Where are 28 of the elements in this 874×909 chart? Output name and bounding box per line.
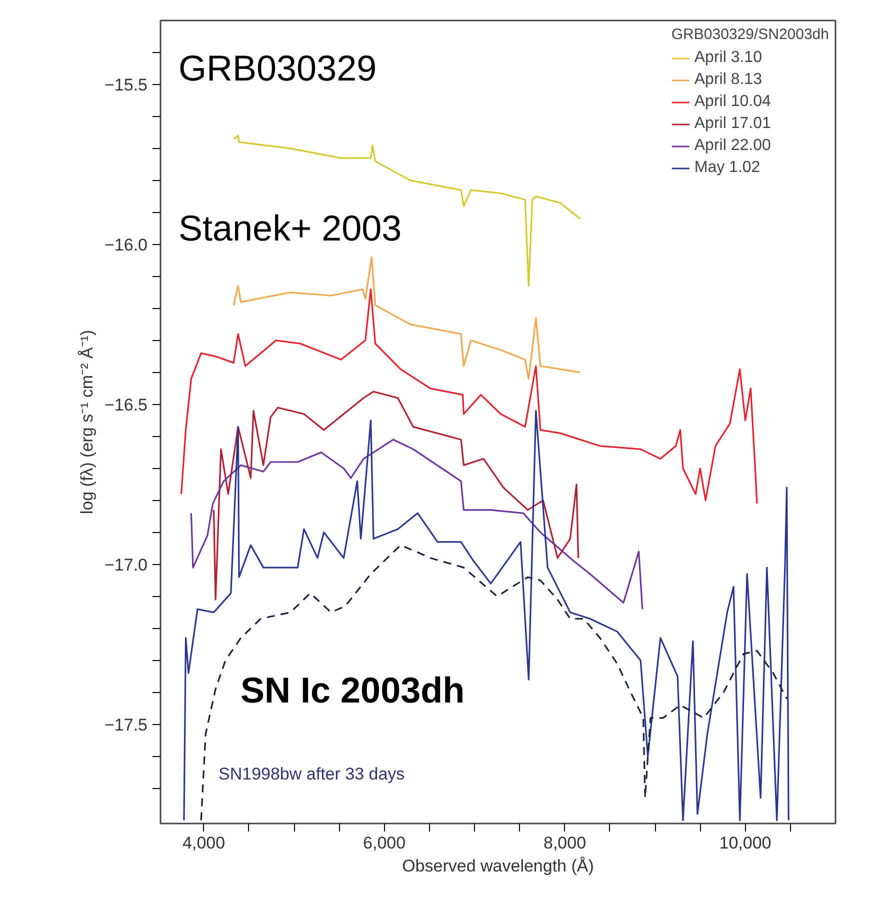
y-tick-label: −15.5 — [104, 75, 148, 94]
legend-label: April 10.04 — [694, 93, 771, 111]
annotation: SN Ic 2003dh — [240, 670, 465, 710]
legend-label: April 17.01 — [694, 115, 771, 133]
x-tick-label: 8,000 — [544, 834, 586, 852]
y-tick-label: −16.0 — [104, 235, 148, 254]
legend-title: GRB030329/SN2003dh — [671, 26, 829, 43]
y-tick-label: −16.5 — [104, 395, 148, 414]
legend-label: April 8.13 — [694, 71, 762, 89]
line-series — [212, 390, 580, 600]
line-series — [183, 410, 790, 822]
y-tick-label: −17.5 — [104, 715, 148, 734]
y-axis-title: log (fλ) (erg s⁻¹ cm⁻² Å⁻¹) — [77, 330, 96, 514]
legend-label: May 1.02 — [694, 159, 760, 177]
line-series — [190, 438, 644, 610]
legend-label: April 3.10 — [694, 49, 762, 67]
annotation: SN1998bw after 33 days — [218, 764, 405, 784]
x-tick-label: 4,000 — [182, 834, 226, 852]
x-axis-title: Observed wavelength (Å) — [402, 856, 594, 876]
y-tick-label: −17.0 — [104, 555, 148, 574]
legend-label: April 22.00 — [694, 137, 771, 155]
line-series — [232, 256, 581, 380]
line-series — [180, 288, 758, 504]
x-tick-label: 10,000 — [719, 834, 772, 852]
x-tick-label: 6,000 — [363, 834, 406, 852]
line-series — [200, 544, 788, 822]
annotation: GRB030329 — [178, 48, 377, 88]
annotation: Stanek+ 2003 — [178, 208, 402, 248]
